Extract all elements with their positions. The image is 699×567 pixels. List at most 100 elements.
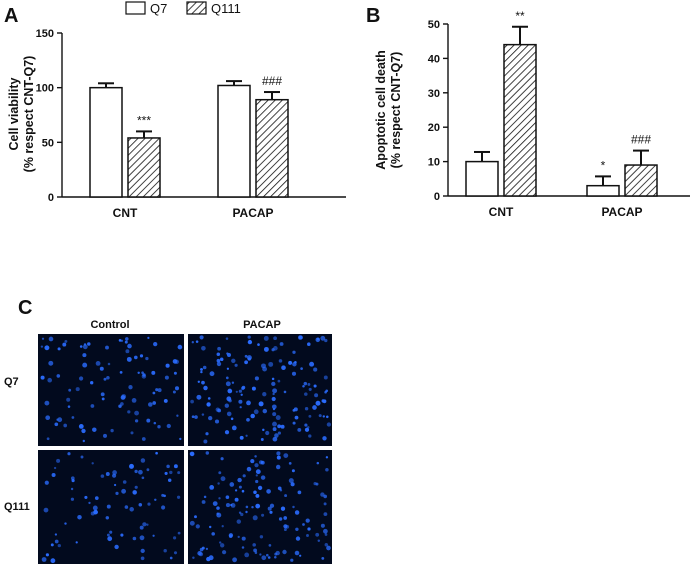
bar-q111-pacap (624, 164, 658, 197)
nucleus-dot (163, 398, 168, 403)
nucleus-dot (132, 536, 137, 541)
nucleus-dot (255, 503, 261, 509)
nucleus-dot (238, 399, 243, 404)
nucleus-dot (292, 505, 295, 509)
nucleus-dot (267, 556, 271, 559)
nucleus-dot (207, 397, 211, 400)
nucleus-dot (141, 371, 144, 375)
nucleus-dot (253, 490, 257, 495)
bar-q111-cnt (503, 43, 537, 197)
nucleus-dot (208, 415, 213, 421)
nucleus-dot (129, 463, 134, 469)
nucleus-dot (189, 451, 195, 457)
nucleus-dot (263, 346, 269, 352)
nucleus-dot (297, 427, 302, 432)
nucleus-dot (324, 533, 328, 536)
nucleus-dot (189, 520, 195, 526)
y-tick-label: 10 (428, 157, 440, 169)
nucleus-dot (326, 422, 332, 427)
legend-swatch-q111 (186, 1, 207, 15)
nucleus-dot (250, 459, 255, 464)
nucleus-dot (271, 404, 277, 410)
nucleus-dot (272, 427, 277, 432)
nucleus-dot (134, 485, 138, 489)
nucleus-dot (284, 494, 288, 498)
nucleus-dot (209, 371, 215, 377)
nucleus-dot (268, 544, 272, 547)
nucleus-dot (252, 515, 258, 521)
nucleus-dot (167, 478, 172, 483)
y-tick-label: 30 (428, 88, 440, 100)
nucleus-dot (240, 512, 244, 517)
nucleus-dot (277, 431, 281, 435)
nucleus-dot (294, 510, 300, 515)
nucleus-dot (241, 489, 245, 493)
row-label-q7: Q7 (4, 376, 19, 388)
nucleus-dot (169, 470, 173, 475)
nucleus-dot (120, 402, 124, 406)
nucleus-dot (234, 489, 238, 492)
nucleus-dot (179, 437, 182, 441)
nucleus-dot (134, 419, 139, 423)
nucleus-dot (200, 367, 203, 371)
row-label-q111: Q111 (4, 501, 30, 513)
nucleus-dot (194, 415, 198, 419)
micrograph-q7-pacap (188, 334, 332, 446)
nucleus-dot (112, 470, 117, 475)
nucleus-dot (120, 533, 124, 537)
nucleus-dot (292, 421, 296, 425)
bar-q7-cnt (465, 160, 499, 197)
nucleus-dot (152, 401, 157, 405)
nucleus-dot (217, 346, 221, 351)
nucleus-dot (283, 390, 287, 394)
y-tick-label: 0 (48, 192, 54, 204)
nucleus-dot (131, 398, 137, 403)
nucleus-dot (231, 425, 237, 431)
micrograph-q7-control (38, 334, 184, 446)
nucleus-dot (231, 358, 236, 364)
nucleus-dot (155, 388, 159, 392)
nucleus-dot (225, 381, 231, 387)
nucleus-dot (238, 511, 242, 514)
nucleus-dot (56, 374, 61, 378)
nucleus-dot (92, 427, 97, 432)
nucleus-dot (225, 376, 229, 380)
nucleus-dot (152, 534, 155, 537)
nucleus-dot (124, 340, 128, 344)
nucleus-dot (208, 555, 214, 561)
nucleus-dot (142, 522, 147, 527)
nucleus-dot (199, 335, 204, 340)
category-label: CNT (113, 206, 138, 220)
nucleus-dot (208, 525, 212, 529)
nucleus-dot (190, 399, 194, 404)
nucleus-dot (200, 370, 203, 374)
nucleus-dot (294, 550, 300, 556)
nucleus-dot (272, 436, 278, 442)
nucleus-dot (259, 553, 262, 556)
nucleus-dot (281, 365, 286, 371)
nucleus-dot (80, 455, 84, 459)
y-tick-label: 150 (36, 28, 54, 40)
nucleus-dot (265, 430, 270, 436)
nucleus-dot (247, 335, 251, 339)
nucleus-dot (254, 463, 259, 468)
micrograph-q111-control (38, 450, 184, 564)
chart-b: 0 10 20 30 40 50 ** CNT * ### PACAP (428, 9, 690, 219)
nucleus-dot (321, 556, 325, 560)
nucleus-dot (201, 413, 205, 416)
nucleus-dot (245, 434, 248, 437)
nucleus-dot (218, 497, 221, 500)
nucleus-dot (304, 406, 309, 411)
significance-label: *** (137, 113, 151, 127)
nucleus-dot (173, 536, 177, 540)
nucleus-dot (209, 485, 215, 490)
nucleus-dot (157, 388, 162, 393)
nucleus-dot (283, 524, 288, 529)
nucleus-dot (226, 411, 232, 417)
nucleus-dot (247, 339, 253, 345)
nucleus-dot (44, 345, 50, 351)
nucleus-dot (82, 362, 88, 368)
nucleus-dot (274, 433, 279, 438)
nucleus-dot (93, 509, 98, 515)
nucleus-dot (194, 515, 197, 519)
